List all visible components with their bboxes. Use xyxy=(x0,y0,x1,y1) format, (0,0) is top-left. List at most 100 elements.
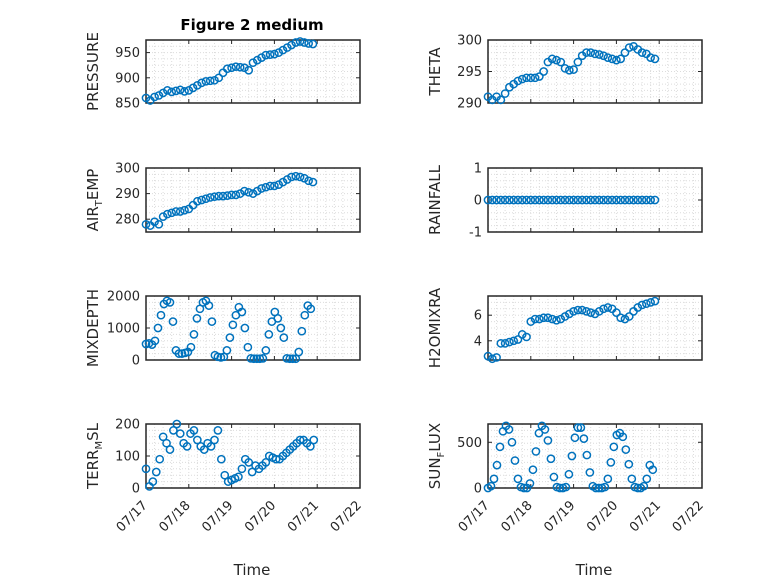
data-point xyxy=(192,314,202,323)
data-point xyxy=(517,195,527,205)
data-point xyxy=(594,195,604,205)
x-tick-label: 07/19 xyxy=(541,498,578,535)
x-tick-label: 07/20 xyxy=(242,498,279,535)
data-point xyxy=(530,195,540,205)
x-tick-label: 07/22 xyxy=(670,498,707,535)
y-tick-label: 1000 xyxy=(107,322,140,337)
data-point xyxy=(642,195,651,205)
y-tick-label: 295 xyxy=(457,65,482,80)
data-point xyxy=(616,313,626,323)
subplot-grid: 850 900 950 PRESSURE 290 295 300 THETA 280 290 300… xyxy=(84,32,707,535)
data-point xyxy=(174,349,184,358)
data-point xyxy=(591,483,601,493)
data-point xyxy=(620,48,630,57)
data-point xyxy=(560,195,570,205)
data-point xyxy=(274,48,284,57)
data-point xyxy=(517,74,527,84)
y-tick-label: 280 xyxy=(115,213,140,228)
data-point xyxy=(618,432,628,442)
subplot-mixdepth: 0 1000 2000 MIXDEPTH xyxy=(84,289,361,369)
data-point xyxy=(600,482,610,492)
data-point xyxy=(483,195,493,205)
data-point xyxy=(175,207,185,216)
data-point xyxy=(487,195,497,205)
data-point xyxy=(258,354,268,363)
data-point xyxy=(528,465,538,475)
data-point xyxy=(287,172,296,182)
data-point xyxy=(609,442,619,452)
data-point xyxy=(560,312,570,321)
data-point xyxy=(265,181,275,191)
y-tick-label: 950 xyxy=(115,46,140,61)
data-point xyxy=(295,435,305,445)
data-point xyxy=(522,73,531,83)
y-axis-label: THETA xyxy=(426,47,444,97)
data-point xyxy=(249,354,259,364)
data-point xyxy=(586,195,596,205)
y-tick-label: 1 xyxy=(474,162,482,177)
data-point xyxy=(300,38,309,47)
data-point xyxy=(522,332,531,342)
data-point xyxy=(186,342,196,352)
axes-box xyxy=(487,423,703,489)
data-point xyxy=(154,91,164,100)
y-tick-label: 200 xyxy=(115,418,140,433)
data-point xyxy=(492,195,501,205)
data-point xyxy=(535,72,544,81)
data-point xyxy=(308,177,318,187)
data-point xyxy=(650,195,660,205)
data-point xyxy=(642,474,652,484)
data-point xyxy=(590,49,600,59)
data-point xyxy=(560,64,570,73)
data-point xyxy=(228,320,238,330)
data-point xyxy=(535,195,544,205)
data-point xyxy=(590,195,600,205)
y-axis-label: SUNFLUX xyxy=(426,423,447,489)
data-point xyxy=(633,303,643,312)
data-point xyxy=(549,472,559,482)
data-point xyxy=(599,304,608,314)
data-point xyxy=(555,483,565,493)
data-point xyxy=(214,73,224,83)
data-point xyxy=(500,195,510,205)
data-point xyxy=(231,62,241,72)
data-point xyxy=(639,481,649,491)
data-point xyxy=(255,354,265,364)
data-point xyxy=(222,191,232,200)
data-point xyxy=(141,219,151,229)
data-point xyxy=(564,65,574,75)
data-point xyxy=(227,190,236,200)
data-point xyxy=(154,219,164,229)
x-tick-label: 07/19 xyxy=(199,498,236,535)
data-point xyxy=(184,86,194,95)
y-tick-label: 300 xyxy=(115,162,140,177)
data-point xyxy=(240,186,249,196)
data-point xyxy=(531,447,541,456)
data-point xyxy=(582,48,591,57)
data-point xyxy=(526,195,536,205)
data-point xyxy=(204,301,214,310)
data-point xyxy=(637,195,647,205)
data-point xyxy=(246,354,256,363)
data-point xyxy=(570,433,580,443)
x-tick-label: 07/21 xyxy=(627,498,664,535)
data-point xyxy=(577,195,587,205)
data-point xyxy=(265,50,275,59)
data-point xyxy=(509,336,519,346)
subplot-h2omixra: 4 6 H2OMIXRA xyxy=(426,287,703,368)
data-point xyxy=(646,195,655,205)
data-point xyxy=(291,171,301,181)
data-point xyxy=(594,483,604,493)
data-point xyxy=(257,53,266,62)
data-point xyxy=(624,312,634,321)
data-point xyxy=(163,209,172,219)
data-point xyxy=(612,308,621,317)
data-point xyxy=(150,92,159,102)
data-point xyxy=(621,445,631,454)
data-point xyxy=(505,195,514,205)
data-point xyxy=(297,326,307,336)
data-point xyxy=(642,299,651,309)
data-point xyxy=(616,195,626,205)
data-point xyxy=(573,195,583,205)
